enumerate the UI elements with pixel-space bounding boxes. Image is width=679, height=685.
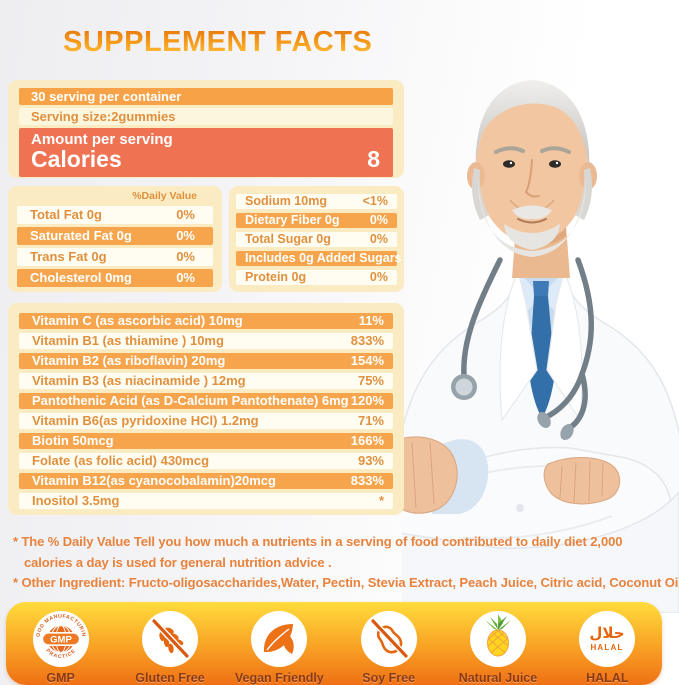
vitamins-panel: Vitamin C (as ascorbic acid) 10mg 11% Vit… bbox=[8, 303, 404, 515]
servings-per-container: 30 serving per container bbox=[19, 88, 393, 105]
doctor-photo bbox=[402, 80, 679, 613]
nutrient-name: Total Fat 0g bbox=[30, 207, 102, 222]
vitamin-name: Vitamin B6(as pyridoxine HCl) 1.2mg bbox=[32, 413, 259, 428]
nutrient-name: Saturated Fat 0g bbox=[30, 228, 132, 243]
badge-gluten-free: Gluten Free bbox=[118, 611, 222, 685]
vitamin-name: Vitamin B2 (as riboflavin) 20mg bbox=[32, 353, 226, 368]
vitamin-value: 833% bbox=[350, 473, 384, 488]
calories-value: 8 bbox=[367, 146, 380, 172]
badge-soy-free: Soy Free bbox=[337, 611, 441, 685]
vitamin-value: 166% bbox=[350, 433, 384, 448]
vitamin-row: Vitamin C (as ascorbic acid) 10mg 11% bbox=[19, 313, 393, 329]
nutrient-value: <1% bbox=[362, 194, 388, 208]
nutrient-row: Total Sugar 0g 0% bbox=[236, 232, 397, 247]
daily-value-header: %Daily Value bbox=[132, 190, 197, 202]
vitamin-name: Vitamin C (as ascorbic acid) 10mg bbox=[32, 313, 243, 328]
nutrient-row: Total Fat 0g 0% bbox=[17, 206, 213, 224]
nutrient-value: 0% bbox=[369, 270, 388, 284]
vitamin-row: Folate (as folic acid) 430mcg 93% bbox=[19, 453, 393, 469]
vitamins-rows: Vitamin C (as ascorbic acid) 10mg 11% Vit… bbox=[19, 313, 393, 509]
nutrient-row: Includes 0g Added Sugars bbox=[236, 251, 402, 266]
calories-label: Calories bbox=[31, 146, 122, 172]
vitamin-row: Pantothenic Acid (as D-Calcium Pantothen… bbox=[19, 393, 393, 409]
calories-bar: Amount per serving Calories 8 bbox=[19, 128, 393, 177]
badge-natural-juice: Natural Juice bbox=[446, 611, 550, 685]
footnote-daily-value-line2: calories a day is used for general nutri… bbox=[24, 554, 332, 570]
sodium-sugars-rows: Sodium 10mg <1% Dietary Fiber 0g 0% Total … bbox=[236, 194, 402, 285]
nutrient-value: 0% bbox=[176, 249, 195, 264]
nutrient-name: Cholesterol 0mg bbox=[30, 270, 132, 285]
footnotes: * The % Daily Value Tell you how much a … bbox=[13, 532, 679, 594]
vitamin-name: Vitamin B3 (as niacinamide ) 12mg bbox=[32, 373, 246, 388]
vitamin-value: 75% bbox=[357, 373, 384, 388]
vitamin-row: Vitamin B12(as cyanocobalamin)20mcg 833% bbox=[19, 473, 393, 489]
vitamin-value: 154% bbox=[350, 353, 384, 368]
nutrient-row: Sodium 10mg <1% bbox=[236, 194, 397, 209]
vitamin-value: 120% bbox=[350, 393, 384, 408]
nutrient-name: Protein 0g bbox=[245, 270, 307, 284]
vitamin-value: 71% bbox=[357, 413, 384, 428]
vegan-friendly-icon bbox=[251, 611, 308, 667]
nutrient-name: Includes 0g Added Sugars bbox=[245, 251, 402, 265]
vitamin-row: Biotin 50mcg 166% bbox=[19, 433, 393, 449]
fats-rows: Total Fat 0g 0% Saturated Fat 0g 0% Trans … bbox=[17, 206, 213, 287]
nutrient-value: 0% bbox=[176, 207, 195, 222]
vitamin-row: Vitamin B6(as pyridoxine HCl) 1.2mg 71% bbox=[19, 413, 393, 429]
vitamin-row: Vitamin B2 (as riboflavin) 20mg 154% bbox=[19, 353, 393, 369]
nutrient-row: Trans Fat 0g 0% bbox=[17, 248, 213, 266]
vitamin-name: Biotin 50mcg bbox=[32, 433, 114, 448]
nutrient-value: 0% bbox=[369, 232, 388, 246]
page-title: SUPPLEMENT FACTS bbox=[63, 26, 373, 58]
natural-juice-icon bbox=[469, 611, 526, 667]
amount-per-serving-label: Amount per serving bbox=[31, 131, 173, 148]
vitamin-value: * bbox=[378, 493, 384, 508]
vitamin-name: Vitamin B12(as cyanocobalamin)20mcg bbox=[32, 473, 276, 488]
nutrient-row: Cholesterol 0mg 0% bbox=[17, 269, 213, 287]
halal-seal-icon: حلال HALAL bbox=[579, 611, 636, 667]
vitamin-value: 11% bbox=[358, 313, 384, 328]
gluten-free-icon bbox=[141, 611, 198, 667]
badge-gmp: GOOD MANUFACTURING PRACTICE GMP GMP bbox=[9, 611, 113, 685]
nutrient-value: 0% bbox=[369, 213, 388, 227]
badge-label: Vegan Friendly bbox=[234, 671, 324, 685]
footnote-other-ingredients: * Other Ingredient: Fructo-oligosacchari… bbox=[13, 575, 679, 590]
svg-text:HALAL: HALAL bbox=[591, 643, 624, 652]
badge-label: GMP bbox=[46, 671, 75, 685]
vitamin-value: 93% bbox=[357, 453, 384, 468]
nutrient-value: 0% bbox=[176, 228, 195, 243]
soy-free-icon bbox=[360, 611, 417, 667]
svg-text:حلال: حلال bbox=[590, 624, 625, 642]
vitamin-row: Inositol 3.5mg * bbox=[19, 493, 393, 509]
nutrient-value: 0% bbox=[176, 270, 195, 285]
nutrient-row: Protein 0g 0% bbox=[236, 270, 397, 285]
vitamin-value: 833% bbox=[350, 333, 384, 348]
nutrient-name: Dietary Fiber 0g bbox=[245, 213, 340, 227]
serving-size: Serving size:2gummies bbox=[19, 108, 393, 125]
nutrient-row: Saturated Fat 0g 0% bbox=[17, 227, 213, 245]
nutrient-name: Total Sugar 0g bbox=[245, 232, 331, 246]
gmp-seal-icon: GOOD MANUFACTURING PRACTICE GMP bbox=[32, 611, 89, 667]
badge-halal: حلال HALAL HALAL bbox=[555, 611, 659, 685]
badge-label: Gluten Free bbox=[135, 671, 205, 685]
sodium-sugars-panel: Sodium 10mg <1% Dietary Fiber 0g 0% Total … bbox=[229, 186, 404, 292]
vitamin-row: Vitamin B3 (as niacinamide ) 12mg 75% bbox=[19, 373, 393, 389]
serving-calories-panel: 30 serving per container Serving size:2g… bbox=[8, 80, 404, 178]
fats-panel: %Daily Value Total Fat 0g 0% Saturated Fa… bbox=[8, 186, 222, 292]
nutrient-row: Dietary Fiber 0g 0% bbox=[236, 213, 397, 228]
vitamin-name: Inositol 3.5mg bbox=[32, 493, 120, 508]
footnote-daily-value-line1: * The % Daily Value Tell you how much a … bbox=[13, 534, 623, 549]
nutrient-name: Sodium 10mg bbox=[245, 194, 327, 208]
vitamin-name: Vitamin B1 (as thiamine ) 10mg bbox=[32, 333, 224, 348]
certification-badge-bar: GOOD MANUFACTURING PRACTICE GMP GMP bbox=[6, 602, 662, 685]
badge-label: Soy Free bbox=[362, 671, 416, 685]
badge-vegan-friendly: Vegan Friendly bbox=[227, 611, 331, 685]
badge-label: HALAL bbox=[586, 671, 629, 685]
badge-label: Natural Juice bbox=[458, 671, 538, 685]
svg-text:GMP: GMP bbox=[50, 634, 72, 645]
nutrient-name: Trans Fat 0g bbox=[30, 249, 107, 264]
vitamin-name: Pantothenic Acid (as D-Calcium Pantothen… bbox=[32, 393, 349, 408]
vitamin-name: Folate (as folic acid) 430mcg bbox=[32, 453, 210, 468]
vitamin-row: Vitamin B1 (as thiamine ) 10mg 833% bbox=[19, 333, 393, 349]
